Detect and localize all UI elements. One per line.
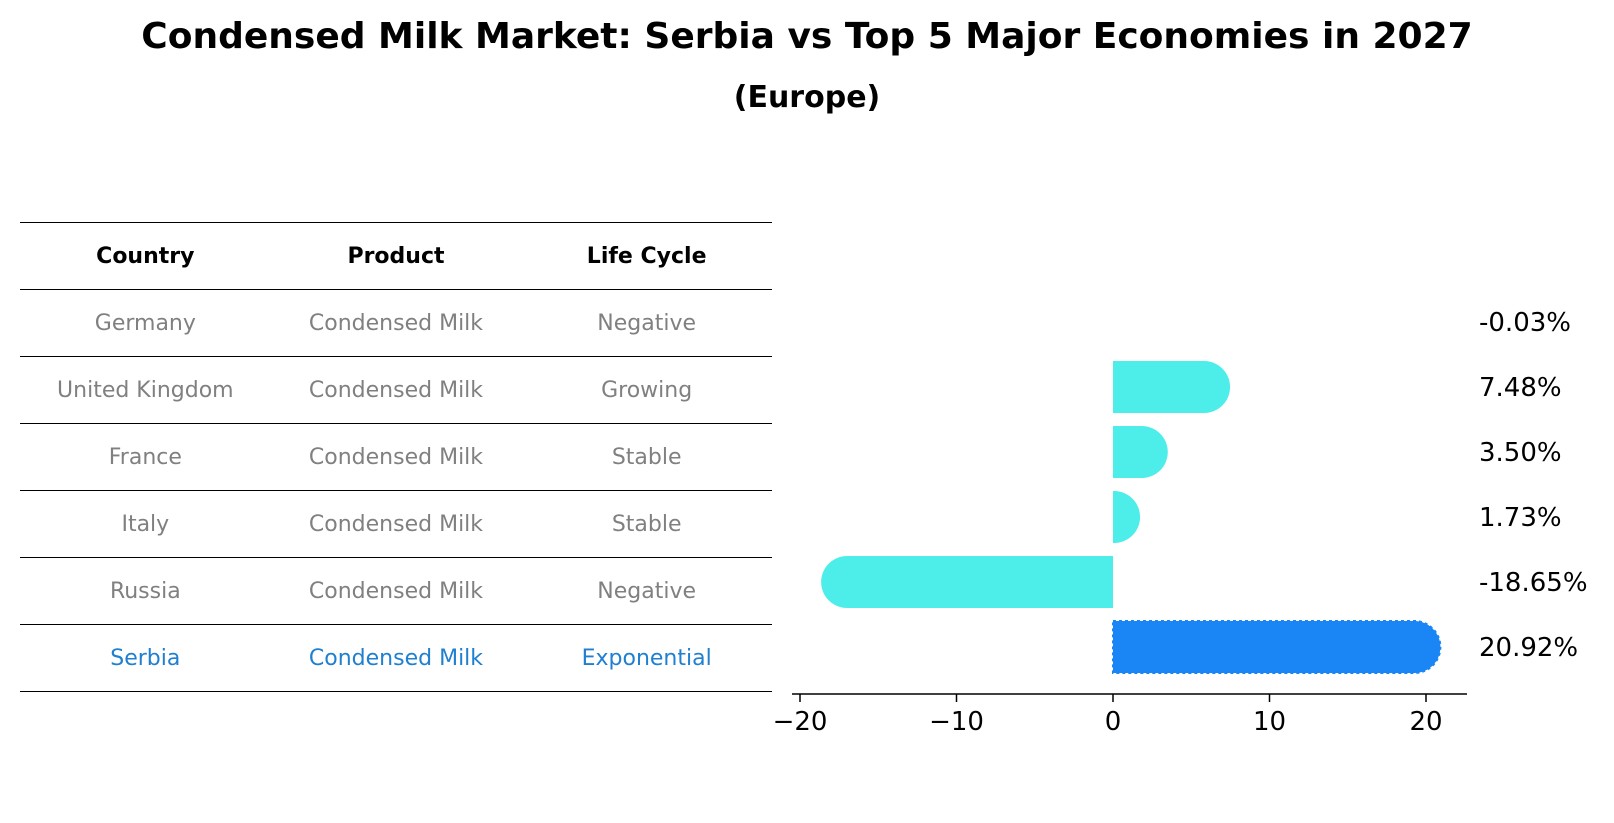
x-tick-label: 20 [1409,707,1442,737]
table-row: Italy Condensed Milk Stable [20,490,772,558]
x-tick-label: −20 [773,707,828,737]
table-row: United Kingdom Condensed Milk Growing [20,356,772,424]
x-tick-label: 10 [1253,707,1286,737]
x-tick-label: −10 [929,707,984,737]
cell-product: Condensed Milk [270,289,522,357]
bar [1113,491,1141,543]
cell-country: United Kingdom [20,356,271,424]
table-header-row: Country Product Life Cycle [20,222,772,290]
cell-product: Condensed Milk [270,490,522,558]
cell-country: Italy [20,490,271,558]
cell-life-cycle: Negative [521,289,772,357]
table-row: France Condensed Milk Stable [20,423,772,491]
cell-product: Condensed Milk [270,423,522,491]
cell-product: Condensed Milk [270,356,522,424]
cell-country: Serbia [20,624,271,692]
cell-life-cycle: Exponential [521,624,772,692]
table-row: Russia Condensed Milk Negative [20,557,772,625]
cell-life-cycle: Stable [521,490,772,558]
cell-life-cycle: Negative [521,557,772,625]
header-product: Product [270,222,522,290]
cell-life-cycle: Growing [521,356,772,424]
cell-life-cycle: Stable [521,423,772,491]
market-table: Country Product Life Cycle Germany Conde… [20,222,772,692]
bar [1113,426,1168,478]
cell-product: Condensed Milk [270,624,522,692]
cell-country: France [20,423,271,491]
bar-value-label: -0.03% [1479,308,1571,338]
header-country: Country [20,222,271,290]
market-table-container: Country Product Life Cycle Germany Conde… [20,222,772,692]
table-row-highlight: Serbia Condensed Milk Exponential [20,624,772,692]
bar [821,556,1113,608]
chart-subtitle: (Europe) [733,80,881,115]
bar-value-label: 20.92% [1479,633,1578,663]
cell-product: Condensed Milk [270,557,522,625]
cell-country: Russia [20,557,271,625]
bar-value-label: 3.50% [1479,438,1562,468]
cell-country: Germany [20,289,271,357]
chart-title: Condensed Milk Market: Serbia vs Top 5 M… [141,16,1473,57]
table-row: Germany Condensed Milk Negative [20,289,772,357]
bar-value-label: -18.65% [1479,568,1588,598]
x-tick-label: 0 [1105,707,1122,737]
bar-highlight [1112,620,1442,674]
bar [1113,361,1231,413]
bar-value-label: 1.73% [1479,503,1562,533]
header-life-cycle: Life Cycle [521,222,772,290]
bar-value-label: 7.48% [1479,373,1562,403]
